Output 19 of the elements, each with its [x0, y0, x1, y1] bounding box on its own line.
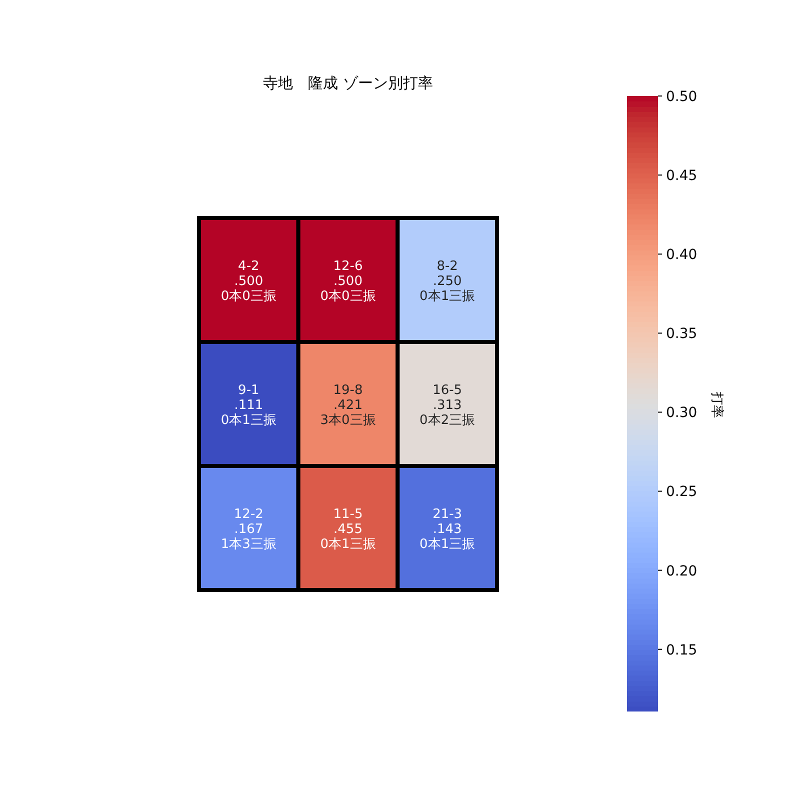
- color-bar-label: 0.50: [666, 89, 698, 105]
- data-label: 9-1 .111 0本1三振: [220, 383, 276, 428]
- color-bar-label: 0.15: [666, 642, 698, 658]
- color-bar-label: 0.35: [666, 326, 698, 342]
- color-bar-title: 打率: [709, 391, 725, 418]
- data-label: 11-5 .455 0本1三振: [320, 507, 376, 552]
- data-label: 12-6 .500 0本0三振: [320, 259, 376, 304]
- color-bar-label: 0.20: [666, 563, 698, 580]
- data-label: 16-5 .313 0本2三振: [420, 383, 476, 428]
- color-bar-label: 0.45: [666, 168, 698, 184]
- chart-title: 寺地 隆成 ゾーン別打率: [263, 74, 433, 92]
- color-bar-label: 0.25: [666, 484, 698, 500]
- color-bar-label: 0.30: [666, 405, 698, 422]
- data-label: 4-2 .500 0本0三振: [220, 259, 276, 304]
- data-label: 19-8 .421 3本0三振: [320, 383, 376, 428]
- data-label: 12-2 .167 1本3三振: [220, 507, 276, 552]
- data-label: 8-2 .250 0本1三振: [420, 259, 476, 304]
- data-label: 21-3 .143 0本1三振: [420, 507, 476, 552]
- color-bar-label: 0.40: [666, 247, 698, 264]
